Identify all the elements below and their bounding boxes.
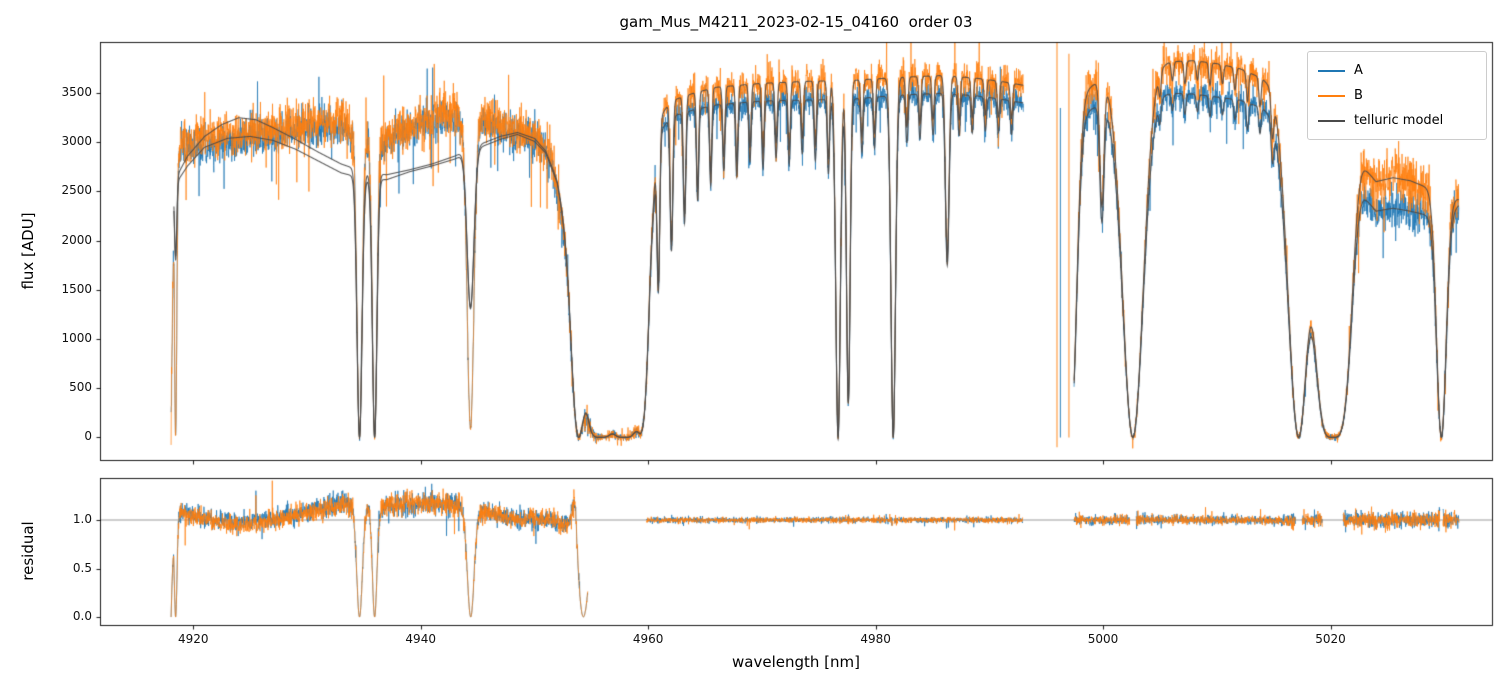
x-tick-label: 4980 [860,632,891,646]
legend-item-telluric-model: telluric model [1318,108,1476,133]
x-tick-label: 5020 [1315,632,1346,646]
legend-item-a: A [1318,58,1476,83]
x-tick-label: 4960 [632,632,664,646]
y-axis-label-flux: flux [ADU] [19,212,37,290]
x-tick-label: 4940 [405,632,436,646]
legend-label-b: B [1354,88,1363,103]
legend-line-telluric-icon [1318,119,1345,122]
y-tick-label-residual: 1.0 [72,512,92,526]
y-tick-label-flux: 1500 [61,281,92,296]
y-tick-label-flux: 3000 [61,134,92,149]
y-tick-label-flux: 0 [84,429,92,444]
y-axis-label-residual: residual [19,521,37,581]
y-tick-label-flux: 3500 [61,85,92,100]
legend-label-telluric: telluric model [1354,113,1444,128]
x-tick-label: 5000 [1087,632,1119,646]
legend: A B telluric model [1307,51,1487,140]
y-tick-label-residual: 0.0 [72,609,92,624]
y-tick-label-residual: 0.5 [72,560,92,575]
legend-item-b: B [1318,83,1476,108]
legend-line-b-icon [1318,94,1345,97]
y-tick-label-flux: 500 [69,380,92,395]
y-tick-label-flux: 2000 [61,232,92,247]
chart-title: gam_Mus_M4211_2023-02-15_04160 order 03 [619,13,973,31]
legend-label-a: A [1354,63,1363,78]
x-axis-label: wavelength [nm] [732,653,860,671]
y-tick-label-flux: 2500 [61,183,92,198]
legend-line-a-icon [1318,69,1345,72]
x-tick-label: 4920 [177,632,209,646]
y-tick-label-flux: 1000 [61,331,92,346]
